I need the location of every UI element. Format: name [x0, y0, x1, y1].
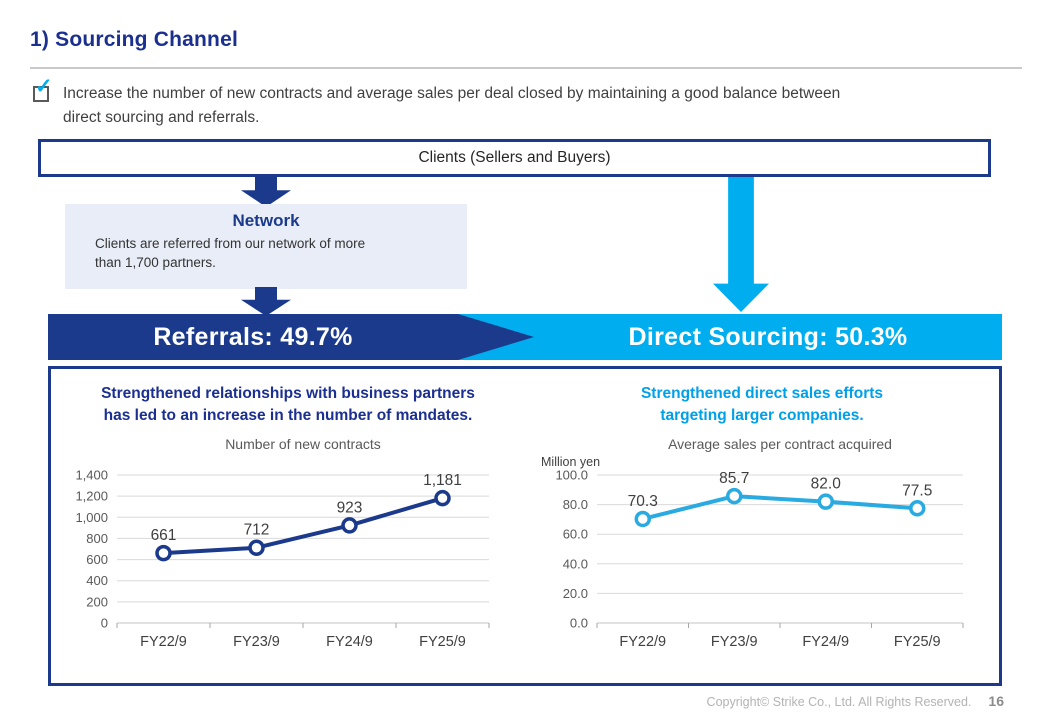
y-tick-label: 0.0 — [570, 616, 588, 631]
checkmark-icon: ✓ — [35, 75, 53, 98]
x-tick-label: FY25/9 — [419, 634, 466, 650]
x-tick-label: FY22/9 — [619, 634, 666, 650]
x-tick-label: FY23/9 — [711, 634, 758, 650]
data-point-label: 712 — [244, 522, 270, 539]
right-headline-line: Strengthened direct sales efforts — [640, 385, 884, 402]
right-headline-line: targeting larger companies. — [660, 407, 864, 424]
series-line — [640, 494, 920, 521]
footer: Copyright© Strike Co., Ltd. All Rights R… — [707, 693, 1004, 709]
data-point-label: 1,181 — [423, 472, 462, 489]
network-title: Network — [232, 211, 300, 230]
left-headline: Strengthened relationships with business… — [51, 383, 525, 427]
data-point-marker — [341, 517, 358, 534]
network-body-line: than 1,700 partners. — [95, 255, 216, 270]
x-tick-label: FY25/9 — [894, 634, 941, 650]
page-title: 1) Sourcing Channel — [30, 28, 238, 51]
axis-unit-label: Million yen — [541, 455, 600, 469]
referrals-banner-label: Referrals: 49.7% — [153, 322, 353, 351]
network-body-line: Clients are referred from our network of… — [95, 236, 366, 251]
banner-row: Referrals: 49.7% Direct Sourcing: 50.3% — [48, 314, 1002, 360]
data-point-marker — [248, 539, 265, 556]
clients-box: Clients (Sellers and Buyers) — [38, 139, 991, 177]
y-tick-label: 20.0 — [563, 586, 588, 601]
data-point-label: 82.0 — [811, 476, 842, 493]
direct-sourcing-panel: Strengthened direct sales efforts target… — [525, 369, 999, 683]
network-body: Clients are referred from our network of… — [95, 234, 467, 272]
left-headline-line: has led to an increase in the number of … — [103, 407, 473, 424]
referrals-banner — [48, 314, 458, 360]
x-tick-label: FY23/9 — [233, 634, 280, 650]
x-tick-label: FY24/9 — [802, 634, 849, 650]
chart-title: Average sales per contract acquired — [668, 436, 892, 452]
new-contracts-chart: 0 200 400 600 800 1,000 1,200 1,400 FY22/9 FY23/9… — [75, 436, 490, 650]
data-point-label: 70.3 — [628, 493, 658, 510]
y-tick-label: 60.0 — [563, 527, 588, 542]
direct-sourcing-banner — [458, 314, 1002, 360]
direct-sourcing-banner-label: Direct Sourcing: 50.3% — [628, 322, 908, 351]
bullet-item: ✓ Increase the number of new contracts a… — [33, 76, 1028, 130]
y-tick-label: 1,400 — [75, 468, 108, 483]
page-number: 16 — [988, 693, 1004, 709]
y-tick-label: 600 — [86, 552, 108, 567]
data-point-label: 923 — [337, 499, 363, 516]
y-tick-label: 80.0 — [563, 497, 588, 512]
left-headline-line: Strengthened relationships with business… — [101, 385, 475, 402]
data-point-marker — [909, 500, 926, 517]
charts-panel: Strengthened relationships with business… — [48, 366, 1002, 686]
bullet-text: Increase the number of new contracts and… — [63, 82, 840, 130]
y-tick-label: 400 — [86, 573, 108, 588]
referrals-panel: Strengthened relationships with business… — [51, 369, 525, 683]
data-point-label: 85.7 — [719, 470, 749, 487]
data-point-marker — [726, 487, 743, 505]
average-sales-chart: 0.0 20.0 40.0 60.0 80.0 100.0 FY22/9 FY23/9 FY24… — [541, 436, 964, 650]
y-tick-label: 800 — [86, 531, 108, 546]
network-box: Network Clients are referred from our ne… — [65, 204, 467, 289]
y-tick-label: 100.0 — [555, 468, 588, 483]
y-tick-label: 1,200 — [75, 489, 108, 504]
data-point-marker — [155, 544, 172, 562]
x-tick-label: FY24/9 — [326, 634, 373, 650]
bullet-text-line: Increase the number of new contracts and… — [63, 85, 841, 102]
down-arrow-icon — [241, 177, 291, 207]
data-point-label: 77.5 — [902, 482, 932, 499]
data-point-label: 661 — [151, 527, 177, 544]
y-tick-label: 1,000 — [75, 510, 108, 525]
big-down-arrow-icon — [713, 177, 769, 312]
copyright-text: Copyright© Strike Co., Ltd. All Rights R… — [706, 695, 972, 709]
clients-box-label: Clients (Sellers and Buyers) — [418, 149, 611, 166]
data-point-marker — [434, 489, 451, 507]
checkbox-icon: ✓ — [33, 76, 53, 102]
x-tick-label: FY22/9 — [140, 634, 187, 650]
series-line — [161, 496, 445, 556]
chart-title: Number of new contracts — [225, 436, 381, 452]
y-tick-label: 40.0 — [563, 556, 588, 571]
right-headline: Strengthened direct sales efforts target… — [525, 383, 999, 427]
bullet-text-line: direct sourcing and referrals. — [63, 109, 260, 126]
title-divider — [30, 67, 1022, 69]
down-arrow-icon — [241, 287, 291, 316]
data-point-marker — [634, 510, 651, 528]
data-point-marker — [817, 493, 834, 510]
y-tick-label: 200 — [86, 594, 108, 609]
y-tick-label: 0 — [101, 616, 108, 631]
